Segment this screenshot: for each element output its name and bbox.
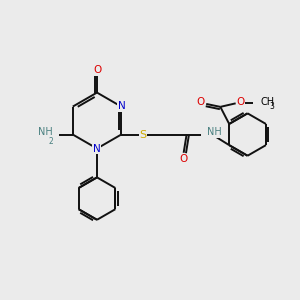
Text: CH: CH	[261, 97, 275, 107]
Text: O: O	[236, 97, 245, 107]
Text: NH: NH	[38, 128, 53, 137]
Text: N: N	[93, 144, 101, 154]
Text: N: N	[118, 101, 126, 111]
Text: O: O	[179, 154, 187, 164]
Text: 2: 2	[48, 136, 53, 146]
Text: 3: 3	[270, 102, 275, 111]
Text: NH: NH	[207, 128, 222, 137]
Text: S: S	[139, 130, 146, 140]
Text: O: O	[93, 65, 101, 75]
Text: O: O	[196, 98, 205, 107]
